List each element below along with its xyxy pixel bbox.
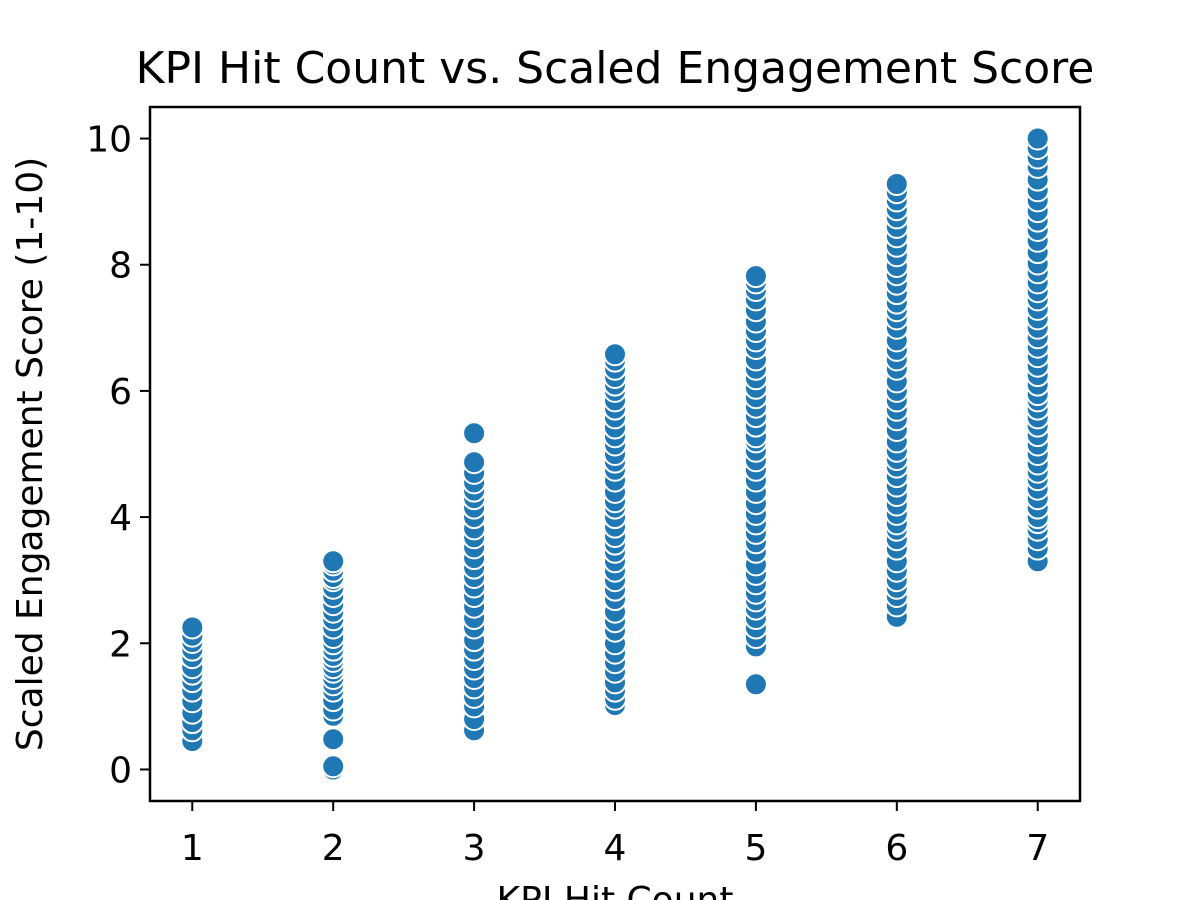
data-point [462, 450, 487, 475]
data-points [180, 126, 1050, 782]
x-tick-label: 5 [744, 828, 767, 869]
data-point [180, 615, 205, 640]
data-point [603, 342, 627, 367]
data-point [321, 754, 346, 779]
data-point [743, 264, 768, 289]
x-tick-label: 7 [1026, 828, 1049, 869]
y-tick-label: 10 [86, 120, 132, 161]
x-tick-label: 3 [463, 828, 486, 869]
x-axis: 1 2 3 4 5 6 7 [181, 801, 1049, 869]
data-point [884, 172, 909, 196]
y-tick-label: 8 [109, 246, 132, 287]
data-point [321, 549, 346, 574]
data-point [743, 672, 768, 697]
data-point [462, 421, 487, 446]
x-tick-label: 6 [885, 828, 908, 869]
y-axis-label: Scaled Engagement Score (1-10) [10, 157, 51, 751]
y-tick-label: 6 [109, 372, 132, 413]
chart-title: KPI Hit Count vs. Scaled Engagement Scor… [136, 43, 1095, 94]
y-axis: 0 2 4 6 8 10 [86, 120, 150, 791]
x-axis-label: KPI Hit Count [497, 880, 734, 900]
data-point [321, 727, 346, 752]
x-tick-label: 2 [322, 828, 345, 869]
x-tick-label: 1 [181, 828, 204, 869]
y-tick-label: 4 [109, 498, 132, 539]
data-point [1025, 126, 1050, 151]
x-tick-label: 4 [604, 828, 627, 869]
y-tick-label: 2 [109, 624, 132, 665]
y-tick-label: 0 [109, 750, 132, 791]
